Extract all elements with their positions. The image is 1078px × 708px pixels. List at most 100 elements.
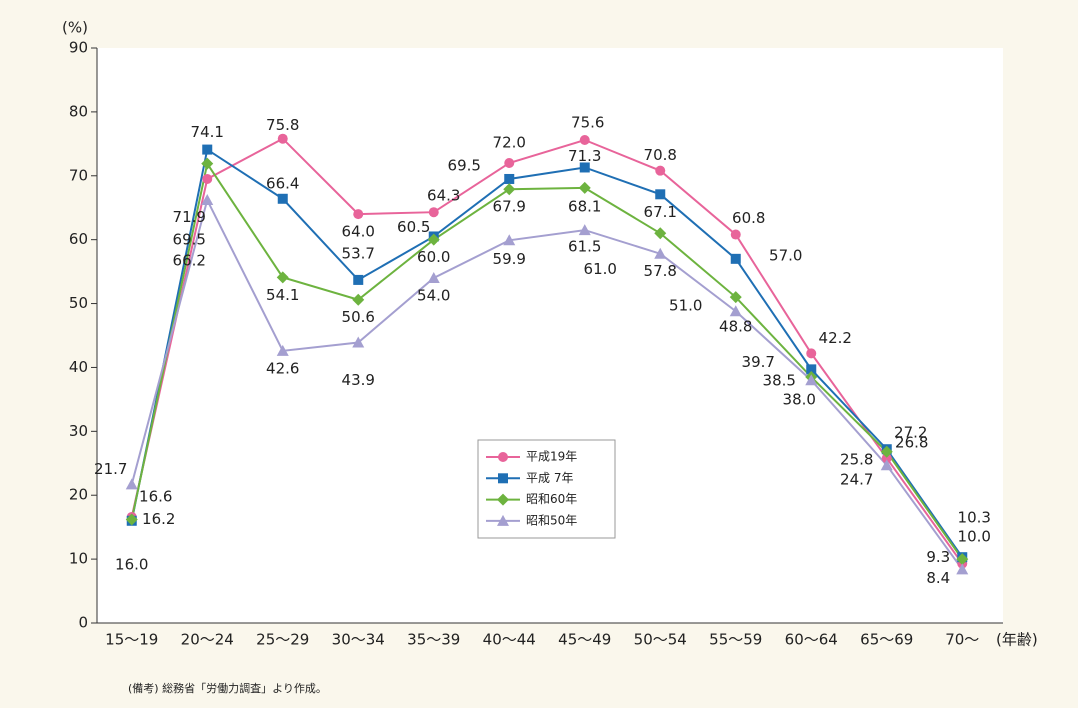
marker xyxy=(578,181,591,194)
marker xyxy=(201,194,214,206)
data-label: 59.9 xyxy=(493,250,526,268)
data-label: 38.5 xyxy=(763,372,796,390)
marker xyxy=(125,478,138,490)
marker xyxy=(276,344,289,356)
legend-marker xyxy=(497,493,509,506)
data-label: 16.0 xyxy=(115,555,148,573)
data-label: 8.4 xyxy=(926,569,950,587)
marker xyxy=(504,173,515,184)
x-tick-label: 30〜34 xyxy=(332,631,385,649)
y-tick-label: 0 xyxy=(78,614,88,632)
marker xyxy=(806,364,817,375)
data-label: 75.8 xyxy=(266,116,299,134)
series-line xyxy=(130,197,964,570)
y-tick-label: 30 xyxy=(69,422,88,440)
data-label: 42.2 xyxy=(819,329,852,347)
marker xyxy=(654,227,667,240)
x-tick-label: 35〜39 xyxy=(407,631,460,649)
marker xyxy=(201,157,214,170)
legend-label: 平成19年 xyxy=(526,450,577,464)
data-label: 10.3 xyxy=(958,509,991,527)
data-label: 69.5 xyxy=(448,156,481,174)
data-label: 70.8 xyxy=(644,146,677,164)
marker xyxy=(956,563,969,575)
legend-label: 昭和50年 xyxy=(526,513,577,527)
data-label: 53.7 xyxy=(342,244,375,262)
data-label: 16.2 xyxy=(142,510,175,528)
data-label: 72.0 xyxy=(493,134,526,152)
data-label: 54.1 xyxy=(266,286,299,304)
marker xyxy=(427,272,440,283)
data-label: 60.5 xyxy=(397,218,430,236)
data-label: 74.1 xyxy=(191,123,224,141)
data-label: 71.3 xyxy=(568,147,601,165)
data-label: 51.0 xyxy=(669,297,702,315)
marker xyxy=(352,336,365,348)
marker xyxy=(427,233,440,246)
data-label: 38.0 xyxy=(783,391,816,409)
marker xyxy=(503,234,516,246)
legend-marker xyxy=(498,452,508,462)
marker xyxy=(956,553,969,566)
data-label: 48.8 xyxy=(719,318,752,336)
marker xyxy=(578,224,591,236)
marker xyxy=(880,459,893,471)
data-label: 66.4 xyxy=(266,174,299,192)
data-label: 66.2 xyxy=(173,252,206,270)
x-tick-label: 20〜24 xyxy=(181,631,234,649)
data-label: 21.7 xyxy=(94,460,127,478)
y-tick-label: 70 xyxy=(69,166,88,184)
data-label: 64.3 xyxy=(427,187,460,205)
marker xyxy=(352,293,365,306)
y-tick-label: 40 xyxy=(69,358,88,376)
y-tick-label: 60 xyxy=(69,230,88,248)
x-tick-label: 15〜19 xyxy=(105,631,158,649)
marker xyxy=(277,193,288,204)
data-label: 61.0 xyxy=(584,260,617,278)
data-label: 64.0 xyxy=(342,223,375,241)
data-label: 16.6 xyxy=(139,487,172,505)
x-tick-label: 25〜29 xyxy=(256,631,309,649)
marker xyxy=(202,144,213,155)
marker xyxy=(729,291,742,304)
data-label: 68.1 xyxy=(568,197,601,215)
data-label: 43.9 xyxy=(342,371,375,389)
y-tick-label: 20 xyxy=(69,486,88,504)
marker xyxy=(730,253,741,264)
data-label: 57.8 xyxy=(644,262,677,280)
marker xyxy=(125,513,138,526)
data-label: 61.5 xyxy=(568,238,601,256)
x-tick-label: 55〜59 xyxy=(709,631,762,649)
marker xyxy=(881,453,892,464)
data-label: 54.0 xyxy=(417,287,450,305)
data-label: 26.8 xyxy=(895,433,928,451)
legend-label: 昭和60年 xyxy=(526,492,577,506)
marker xyxy=(579,135,590,145)
y-axis-label: (%) xyxy=(62,19,88,37)
data-label: 67.9 xyxy=(493,198,526,216)
marker xyxy=(880,445,893,458)
legend-label: 平成 7年 xyxy=(526,471,573,485)
data-label: 42.6 xyxy=(266,359,299,377)
marker xyxy=(579,162,590,173)
marker xyxy=(806,348,817,359)
series-line xyxy=(130,147,964,558)
y-tick-label: 80 xyxy=(69,102,88,120)
data-label: 71.9 xyxy=(173,208,206,226)
data-label: 24.7 xyxy=(840,471,873,489)
marker xyxy=(730,229,741,240)
marker xyxy=(504,158,515,168)
marker xyxy=(503,183,516,196)
y-tick-label: 10 xyxy=(69,550,88,568)
x-tick-label: 45〜49 xyxy=(558,631,611,649)
series-line xyxy=(130,137,964,565)
x-tick-label: 60〜64 xyxy=(785,631,838,649)
marker xyxy=(353,274,364,285)
data-label: 75.6 xyxy=(571,114,604,132)
data-label: 9.3 xyxy=(926,548,950,566)
x-axis-label: (年齢) xyxy=(996,631,1038,649)
x-tick-label: 50〜54 xyxy=(634,631,687,649)
data-label: 25.8 xyxy=(840,451,873,469)
data-label: 60.8 xyxy=(732,209,765,227)
